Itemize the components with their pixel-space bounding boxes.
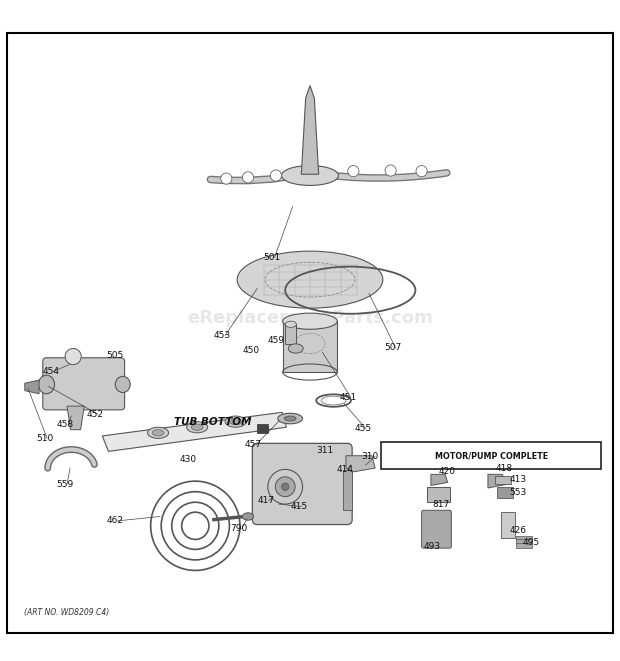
FancyBboxPatch shape: [43, 358, 125, 410]
Polygon shape: [25, 380, 39, 394]
Ellipse shape: [115, 376, 130, 393]
Ellipse shape: [191, 424, 203, 430]
Circle shape: [242, 172, 254, 183]
Polygon shape: [346, 455, 375, 472]
FancyBboxPatch shape: [422, 510, 451, 548]
Text: 453: 453: [214, 331, 231, 340]
FancyBboxPatch shape: [252, 444, 352, 525]
Bar: [495, 476, 511, 485]
Text: 455: 455: [355, 424, 372, 433]
Ellipse shape: [285, 416, 296, 421]
Text: TUB BOTTOM: TUB BOTTOM: [174, 417, 251, 427]
Text: 559: 559: [56, 480, 73, 488]
Text: 493: 493: [423, 542, 441, 551]
Circle shape: [65, 348, 81, 365]
Ellipse shape: [187, 422, 208, 433]
Bar: [283, 321, 337, 372]
Ellipse shape: [148, 427, 169, 438]
Bar: [381, 442, 601, 469]
Circle shape: [348, 165, 359, 176]
Text: 507: 507: [384, 343, 402, 352]
Text: 311: 311: [316, 446, 334, 455]
Circle shape: [221, 173, 232, 184]
Polygon shape: [102, 412, 286, 451]
Polygon shape: [67, 406, 84, 430]
Text: 501: 501: [264, 253, 281, 262]
Text: 454: 454: [42, 367, 59, 376]
Circle shape: [275, 477, 295, 496]
Ellipse shape: [278, 413, 303, 424]
Ellipse shape: [242, 513, 254, 520]
Text: (ART NO. WD8209 C4): (ART NO. WD8209 C4): [24, 608, 109, 617]
Ellipse shape: [288, 344, 303, 353]
Text: 457: 457: [245, 440, 262, 449]
Bar: [427, 486, 450, 502]
Text: 451: 451: [340, 393, 357, 402]
Text: 510: 510: [36, 434, 53, 443]
Bar: [516, 535, 532, 540]
Ellipse shape: [281, 165, 339, 186]
Text: 310: 310: [361, 452, 378, 461]
Text: 458: 458: [57, 420, 74, 429]
Text: 817: 817: [433, 500, 450, 508]
Polygon shape: [301, 86, 319, 175]
Text: 505: 505: [107, 351, 124, 360]
Text: 495: 495: [523, 538, 540, 547]
FancyArrowPatch shape: [311, 173, 447, 178]
Ellipse shape: [38, 375, 55, 394]
Bar: [516, 539, 532, 544]
Bar: [285, 325, 296, 344]
FancyArrowPatch shape: [311, 173, 447, 178]
Text: 430: 430: [180, 455, 197, 464]
Text: 413: 413: [510, 475, 527, 484]
Bar: [343, 470, 352, 510]
Ellipse shape: [153, 430, 164, 436]
Text: 414: 414: [337, 465, 353, 474]
Text: 415: 415: [290, 502, 308, 511]
Circle shape: [270, 170, 281, 181]
Text: eReplacementParts.com: eReplacementParts.com: [187, 309, 433, 327]
Text: 418: 418: [496, 463, 513, 473]
Text: 790: 790: [231, 524, 248, 533]
Circle shape: [281, 483, 289, 490]
Text: 462: 462: [107, 516, 123, 525]
Polygon shape: [431, 475, 448, 485]
Ellipse shape: [225, 416, 246, 427]
Ellipse shape: [283, 313, 337, 329]
Ellipse shape: [285, 321, 296, 327]
Text: 420: 420: [439, 467, 456, 477]
Bar: [497, 486, 513, 498]
Ellipse shape: [237, 251, 383, 308]
Text: 452: 452: [87, 410, 104, 418]
Text: 417: 417: [257, 496, 275, 505]
Text: 426: 426: [510, 525, 526, 535]
Bar: [501, 512, 515, 538]
Bar: [257, 424, 268, 433]
Circle shape: [385, 165, 396, 176]
FancyArrowPatch shape: [210, 173, 309, 180]
Circle shape: [416, 165, 427, 176]
Text: 450: 450: [243, 346, 260, 356]
Text: 459: 459: [268, 336, 285, 345]
FancyArrowPatch shape: [210, 173, 309, 180]
Text: 553: 553: [510, 488, 527, 498]
Text: MOTOR/PUMP COMPLETE: MOTOR/PUMP COMPLETE: [435, 451, 548, 461]
Polygon shape: [488, 475, 507, 488]
Ellipse shape: [229, 418, 241, 425]
Bar: [516, 543, 532, 547]
